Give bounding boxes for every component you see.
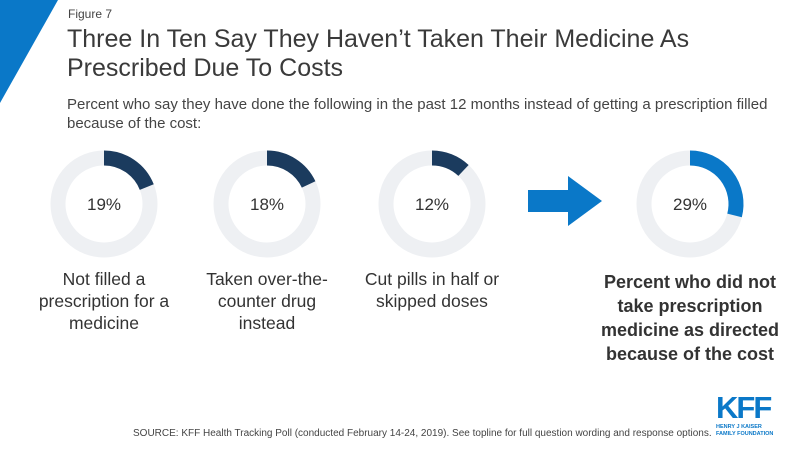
figure-label: Figure 7: [68, 7, 113, 21]
donut-value-label: 19%: [87, 195, 121, 214]
donut-segment: [689, 150, 744, 218]
donut-segment: [103, 150, 154, 191]
logo-line2: FAMILY FOUNDATION: [716, 431, 774, 437]
donut-value-label: 29%: [673, 195, 707, 214]
source-note: SOURCE: KFF Health Tracking Poll (conduc…: [133, 428, 712, 439]
donut-category-label: Percent who did not take prescription me…: [600, 272, 780, 364]
kff-logo: KFF HENRY J KAISER FAMILY FOUNDATION: [716, 392, 773, 438]
donut-category-label: Not filled a prescription for a medicine: [38, 269, 170, 333]
donut-segment: [431, 150, 469, 177]
corner-decoration: [0, 0, 58, 103]
logo-mark: KFF: [716, 390, 772, 425]
chart-title: Three In Ten Say They Haven’t Taken Thei…: [67, 25, 690, 82]
chart-subtitle: Percent who say they have done the follo…: [67, 96, 768, 132]
right-arrow-icon: [528, 176, 602, 226]
logo-line1: HENRY J KAISER: [716, 424, 762, 430]
donut-value-label: 18%: [250, 195, 284, 214]
donut-value-label: 12%: [415, 195, 449, 214]
donut-segment: [266, 150, 316, 188]
donut-category-label: Taken over-the-counter drug instead: [206, 269, 328, 333]
donut-category-label: Cut pills in half or skipped doses: [364, 269, 500, 311]
